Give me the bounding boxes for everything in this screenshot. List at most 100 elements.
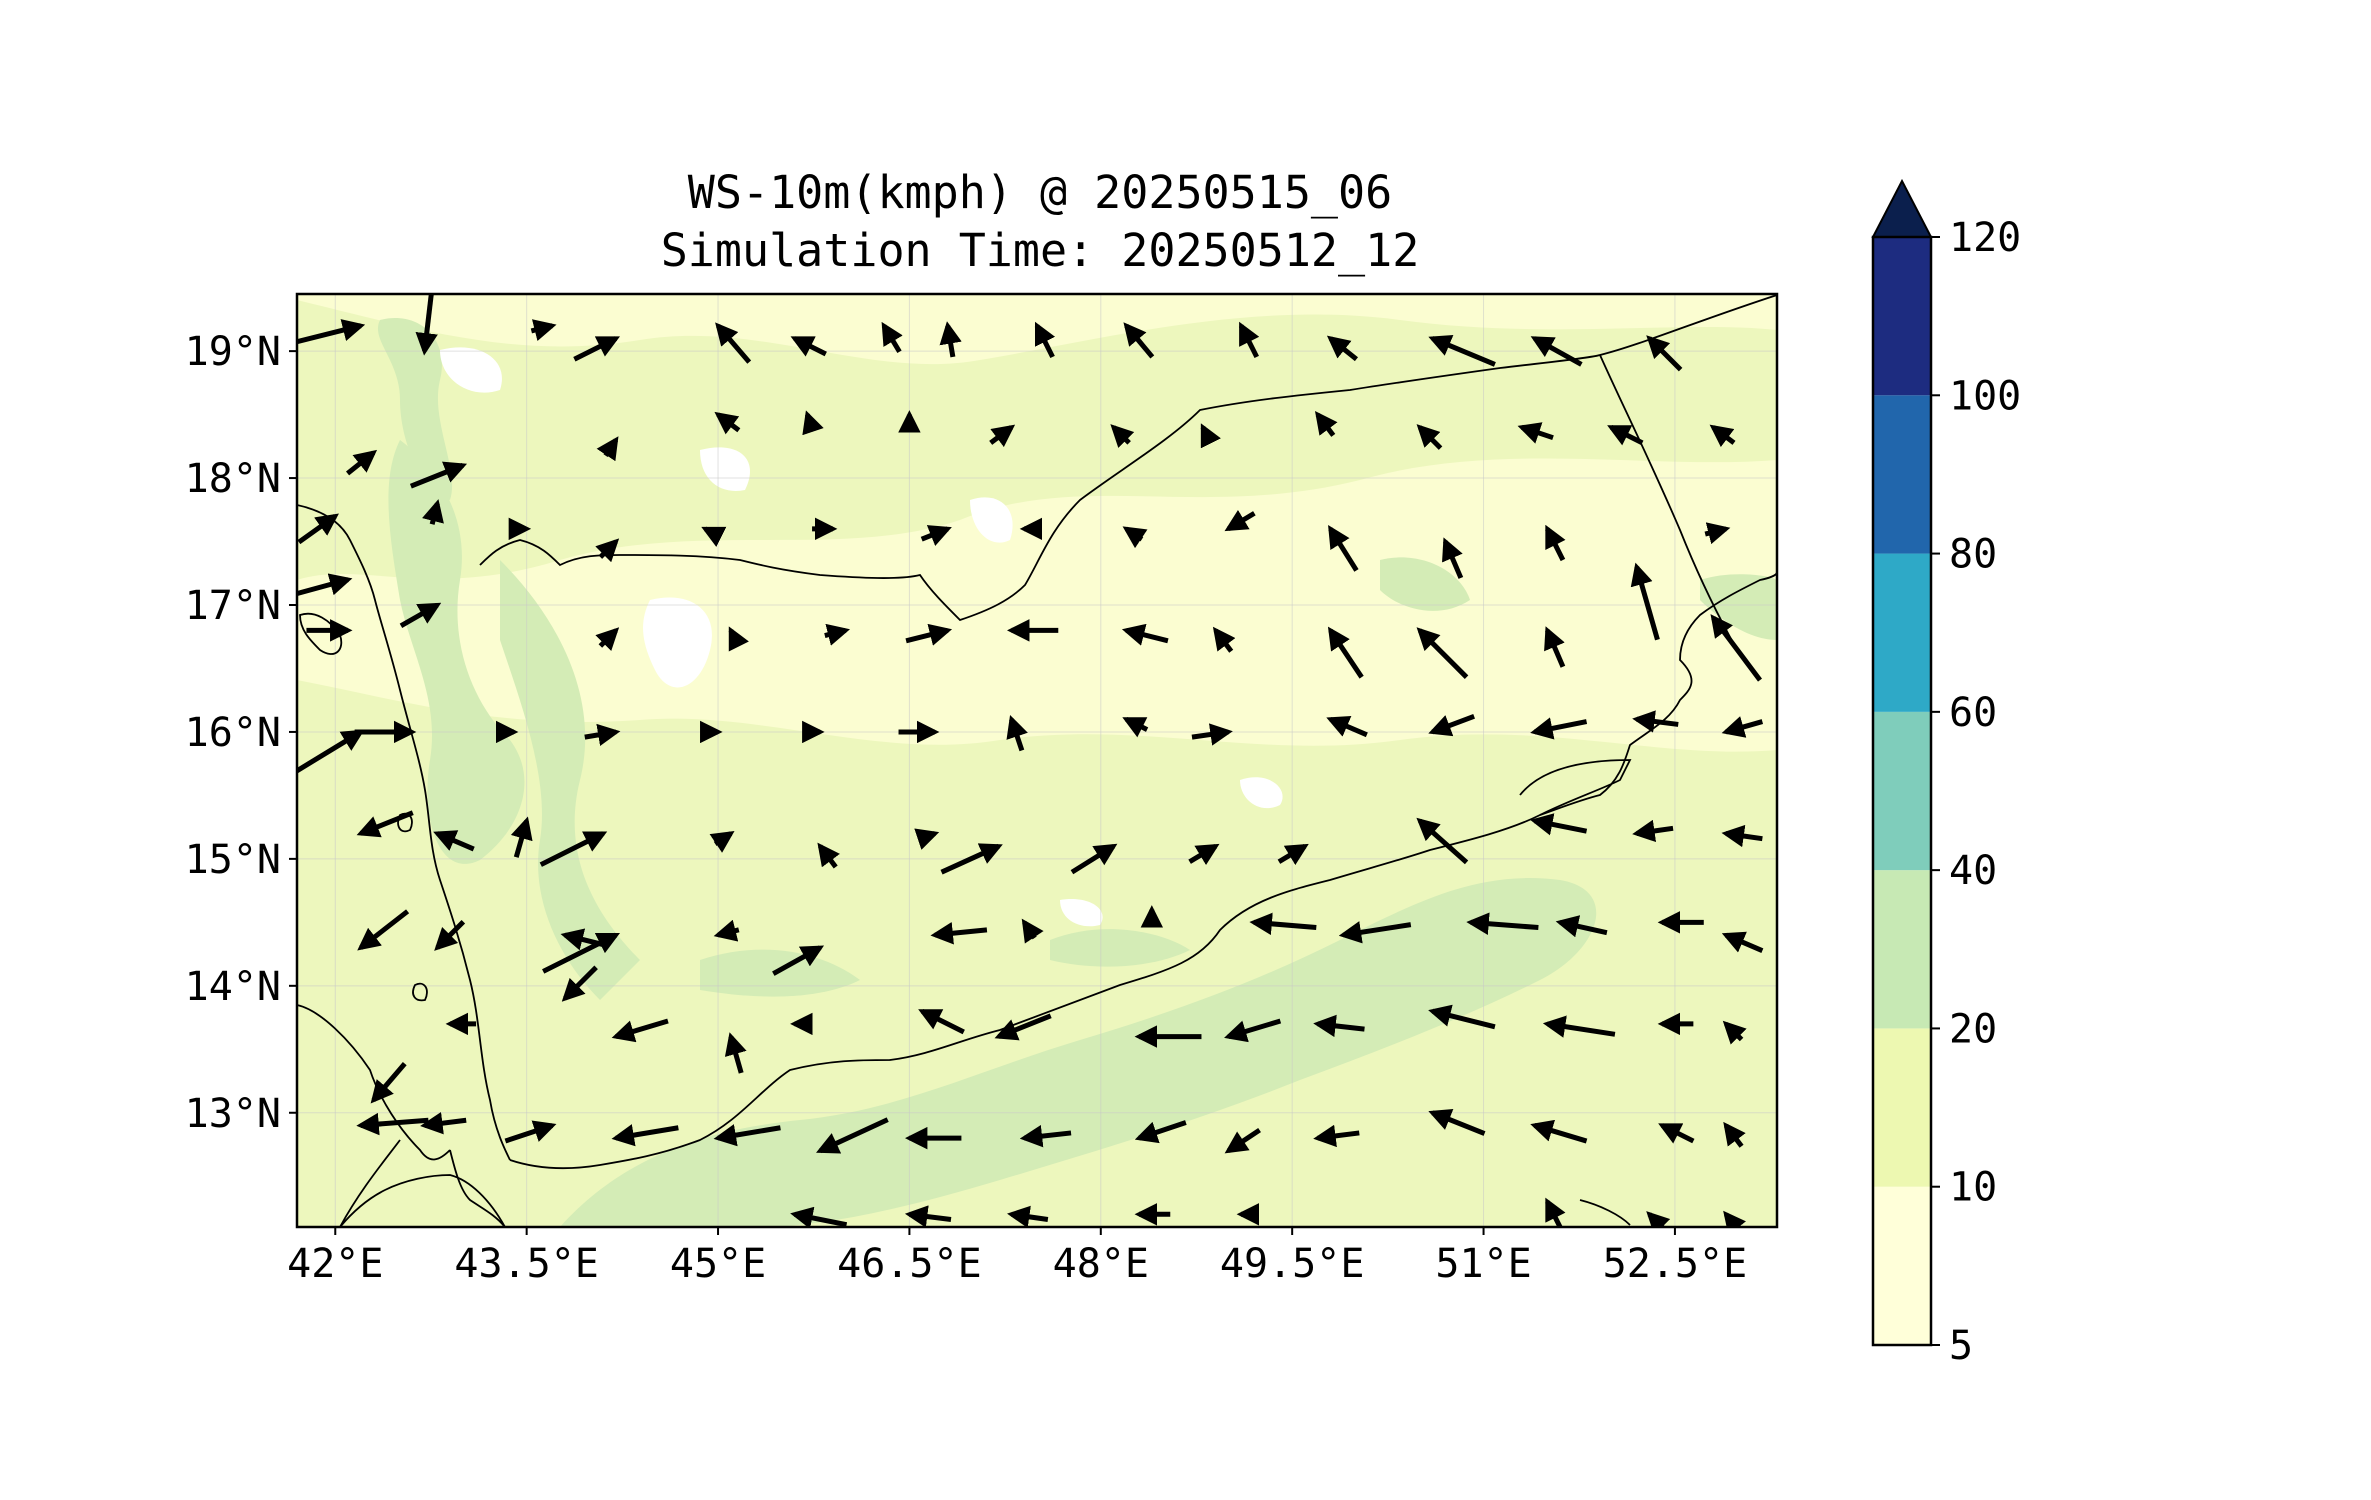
x-tick-label: 51°E [1435,1241,1531,1287]
colorbar-tick-label: 80 [1949,532,1997,578]
x-tick-label: 48°E [1053,1241,1149,1287]
wind-arrow [1658,1123,1695,1144]
wind-arrow [434,919,466,951]
map-area [297,294,1777,1227]
island [1579,1199,1631,1226]
wind-arrow [790,336,827,357]
wind-arrow [1530,717,1588,740]
wind-arrow [611,1018,669,1043]
wind-arrow [357,909,410,951]
wind-arrow [1224,1127,1261,1154]
wind-arrow [802,410,824,436]
coastline-somaliland [339,1174,506,1227]
wind-arrow [1723,1210,1746,1227]
wind-arrow [940,843,1003,875]
wind-arrow [1721,824,1763,848]
wind-arrow [297,319,366,345]
x-tick-label: 42°E [287,1241,383,1287]
wind-arrow [510,816,533,858]
coastline-arabian-sea [1539,571,1777,816]
wind-arrow [1326,715,1368,738]
x-tick-label: 49.5°E [1220,1241,1365,1287]
wind-arrow [1416,817,1469,865]
y-tick-label: 17°N [185,583,281,629]
wind-arrow [918,1008,965,1035]
wind-arrow [370,1062,407,1104]
wind-arrow [817,842,840,869]
wind-arrow [539,831,608,867]
wind-arrow [1723,1121,1746,1148]
wind-arrow [504,1120,557,1144]
wind-arrow [356,1112,429,1136]
wind-arrow [1021,918,1044,944]
borders-coastlines [297,294,1777,1227]
wind-arrow [1122,717,1149,738]
x-tick-label: 43.5°E [454,1241,599,1287]
wind-arrow [728,626,749,652]
wind-arrow [1721,716,1764,738]
wind-arrow [1428,1108,1486,1136]
low-wind-area [643,597,712,688]
wind-arrow [1632,819,1674,843]
island [299,612,343,655]
wind-arrow [1704,522,1731,545]
wind-arrow [1338,921,1412,944]
y-tick-label: 14°N [185,964,281,1010]
wind-arrow [1212,626,1236,653]
wind-arrow [1466,912,1539,935]
band-20-40 [1380,557,1470,611]
colorbar-tick-label: 120 [1949,215,2021,261]
colorbar-tick-label: 60 [1949,690,1997,736]
wind-arrow [596,436,619,462]
wind-arrow [595,627,620,652]
colorbar-segment [1873,1028,1931,1187]
y-tick-label: 19°N [185,329,281,375]
wind-arrow [345,449,378,476]
x-axis: 42°E 43.5°E 45°E 46.5°E 48°E 49.5°E 51°E 52.5°E [287,1227,1747,1287]
wind-arrow [573,336,620,362]
band-20-40 [500,560,640,1000]
low-wind-area [970,497,1013,543]
wind-arrow [713,919,740,942]
wind-arrow [1110,424,1135,448]
low-wind-area [1240,777,1283,809]
y-axis: 13°N 14°N 15°N 16°N 17°N 18°N 19°N [185,329,297,1137]
wind-arrow [1710,614,1763,682]
wind-arrow [790,1206,848,1227]
chart-subtitle: Simulation Time: 20250512_12 [660,224,1420,277]
wind-arrow [1530,1119,1588,1144]
wind-arrow [1646,335,1683,372]
wind-arrow [409,461,468,489]
wind-arrow [1544,626,1566,668]
wind-arrow [1070,843,1118,875]
colorbar-segment [1873,1186,1931,1345]
colorbar-tick-label: 10 [1949,1165,1997,1211]
wind-arrow [530,319,557,342]
wind-arrow [701,526,727,547]
wind-arrow [1555,915,1608,938]
x-tick-label: 52.5°E [1603,1241,1748,1287]
wind-arrow [1542,1015,1616,1038]
wind-arrow [715,322,752,364]
border-djibouti [449,1149,506,1227]
wind-arrow [1328,525,1359,572]
y-tick-label: 15°N [185,837,281,883]
y-tick-label: 16°N [185,710,281,756]
wind-arrow [1709,424,1736,448]
border-ethiopia-somaliland [339,1139,401,1227]
wind-arrow [356,810,414,838]
wind-arrow [1607,425,1644,446]
wind-arrow [1313,1124,1360,1148]
colorbar-segment [1873,395,1931,554]
wind-arrow [709,830,735,853]
band-20-40 [1700,574,1777,640]
wind-arrow [297,573,353,597]
wind-arrow [1428,713,1475,737]
wind-arrow [1191,723,1233,746]
band-20-40 [377,318,453,500]
wind-arrow [1007,1205,1049,1227]
wind-arrow [1442,537,1464,579]
wind-arrow [1188,843,1220,866]
band-10-20 [297,680,1777,1227]
